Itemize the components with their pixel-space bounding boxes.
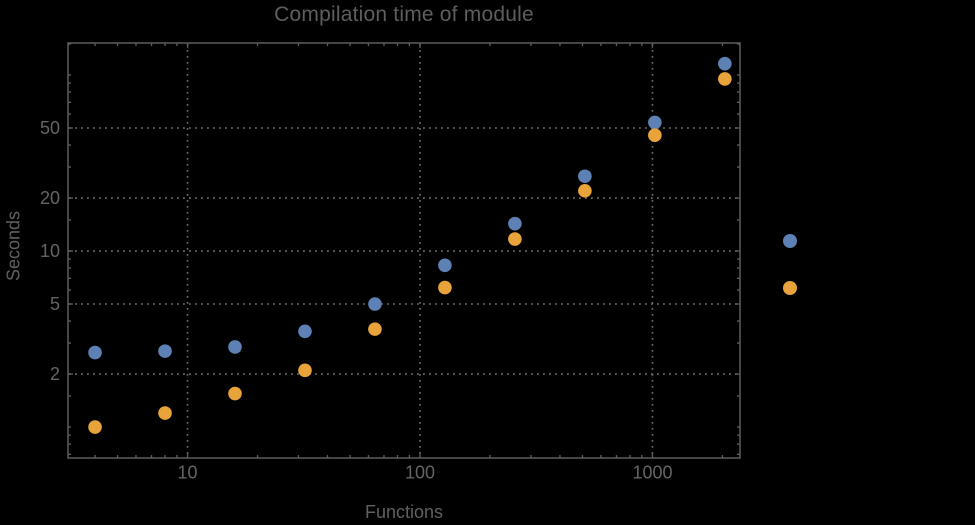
y-tick-label-20: 20: [40, 188, 60, 208]
data-point-blue-series-x128: [438, 258, 452, 273]
y-tick-label-2: 2: [50, 364, 60, 384]
data-point-orange-series-x2048: [718, 72, 732, 86]
legend-marker-1: [783, 234, 797, 248]
orange-series: [88, 72, 732, 434]
data-point-blue-series-x32: [298, 324, 312, 339]
data-point-orange-series-x4: [88, 420, 102, 434]
data-point-orange-series-x512: [578, 183, 592, 198]
data-point-orange-series-x8: [158, 406, 172, 420]
data-point-blue-series-x2048: [718, 56, 732, 71]
legend-marker-2: [783, 281, 797, 295]
gridlines: [69, 44, 739, 457]
y-tick-label-50: 50: [40, 118, 60, 138]
data-point-blue-series-x1024: [648, 115, 662, 130]
data-point-blue-series-x256: [508, 216, 522, 231]
x-tick-label-10: 10: [178, 463, 198, 483]
data-point-orange-series-x32: [298, 363, 312, 378]
data-point-orange-series-x256: [508, 232, 522, 246]
data-point-orange-series-x1024: [648, 128, 662, 143]
data-point-orange-series-x128: [438, 280, 452, 295]
data-point-blue-series-x512: [578, 169, 592, 184]
y-tick-label-5: 5: [50, 294, 60, 314]
tick-labels: 10 100 1000 2 5 10 20 50: [40, 118, 673, 483]
data-point-orange-series-x64: [368, 322, 382, 336]
x-axis-label: Functions: [364, 502, 444, 522]
data-point-blue-series-x64: [368, 297, 382, 311]
axis-ticks: [68, 43, 740, 458]
data-point-orange-series-x16: [228, 386, 242, 401]
data-point-blue-series-x8: [158, 344, 172, 358]
data-point-blue-series-x16: [228, 340, 242, 354]
data-point-blue-series-x4: [88, 345, 102, 360]
x-tick-label-1000: 1000: [632, 463, 672, 483]
x-tick-label-100: 100: [405, 463, 435, 483]
y-tick-label-10: 10: [40, 241, 60, 261]
legend: [783, 234, 797, 295]
chart-title: Compilation time of module: [274, 3, 534, 26]
blue-series: [88, 56, 732, 360]
